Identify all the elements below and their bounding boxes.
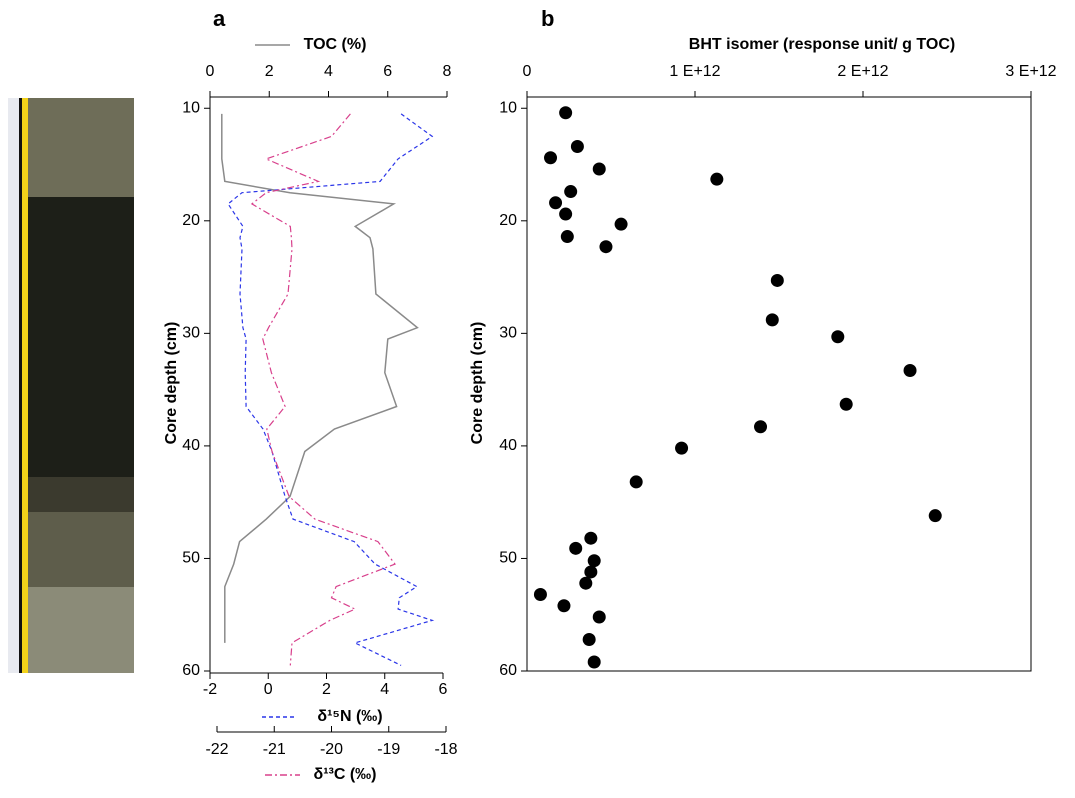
legend-label: δ¹³C (‰): [313, 766, 376, 783]
y-tick-label: 30: [499, 325, 517, 342]
x-tick-label: 6: [383, 63, 392, 80]
x-tick-label: 2: [265, 63, 274, 80]
x-tick-label: 3 E+12: [1005, 63, 1056, 80]
data-point: [584, 531, 598, 545]
data-point: [754, 420, 768, 434]
data-point: [559, 106, 573, 120]
data-point: [614, 217, 628, 231]
x-tick-label: -18: [434, 741, 457, 758]
core-photo: [8, 98, 134, 673]
data-line: [250, 113, 396, 666]
y-tick-label: 50: [499, 550, 517, 567]
y-tick-label: 60: [499, 662, 517, 679]
data-point: [592, 610, 606, 624]
y-axis-label: Core depth (cm): [163, 322, 180, 445]
data-point: [544, 151, 558, 165]
x-tick-label: 0: [523, 63, 532, 80]
x-tick-label: -20: [320, 741, 343, 758]
data-point: [839, 397, 853, 411]
x-tick-label: 1 E+12: [669, 63, 720, 80]
panel-label: a: [213, 6, 226, 31]
data-point: [629, 475, 643, 489]
data-point: [560, 230, 574, 244]
x-tick-label: 0: [206, 63, 215, 80]
x-tick-label: -19: [377, 741, 400, 758]
x-tick-label: 4: [380, 681, 389, 698]
x-tick-label: -22: [205, 741, 228, 758]
data-point: [765, 313, 779, 327]
y-tick-label: 10: [499, 99, 517, 116]
legend-label: δ¹⁵N (‰): [317, 708, 382, 725]
x-tick-label: 8: [443, 63, 452, 80]
data-point: [831, 330, 845, 344]
y-tick-label: 60: [182, 662, 200, 679]
data-point: [579, 576, 593, 590]
data-line: [221, 113, 419, 643]
data-point: [584, 565, 598, 579]
legend-label: TOC (%): [304, 36, 367, 53]
data-point: [570, 140, 584, 154]
y-axis-label: Core depth (cm): [469, 322, 486, 445]
data-point: [587, 655, 601, 669]
x-tick-label: 0: [264, 681, 273, 698]
data-point: [770, 273, 784, 287]
data-point: [559, 207, 573, 221]
y-tick-label: 40: [499, 437, 517, 454]
y-tick-label: 10: [182, 99, 200, 116]
x-tick-label: -2: [203, 681, 217, 698]
y-tick-label: 20: [499, 212, 517, 229]
data-point: [599, 240, 613, 254]
data-point: [675, 441, 689, 455]
y-tick-label: 50: [182, 550, 200, 567]
data-point: [903, 363, 917, 377]
data-point: [564, 185, 578, 199]
data-point: [928, 509, 942, 523]
data-point: [582, 632, 596, 646]
x-tick-label: 2: [322, 681, 331, 698]
data-point: [569, 541, 583, 555]
y-tick-label: 20: [182, 212, 200, 229]
data-line: [227, 113, 435, 666]
x-axis-label: BHT isomer (response unit/ g TOC): [689, 36, 955, 53]
y-tick-label: 40: [182, 437, 200, 454]
plot-frame: [526, 96, 1032, 672]
data-point: [592, 162, 606, 176]
x-tick-label: 4: [324, 63, 333, 80]
y-tick-label: 30: [182, 325, 200, 342]
x-tick-label: 6: [439, 681, 448, 698]
x-tick-label: -21: [263, 741, 286, 758]
data-point: [587, 554, 601, 568]
data-point: [549, 196, 563, 210]
data-point: [557, 599, 571, 613]
x-tick-label: 2 E+12: [837, 63, 888, 80]
data-point: [710, 172, 724, 186]
data-point: [533, 587, 547, 601]
panel-label: b: [541, 6, 554, 31]
